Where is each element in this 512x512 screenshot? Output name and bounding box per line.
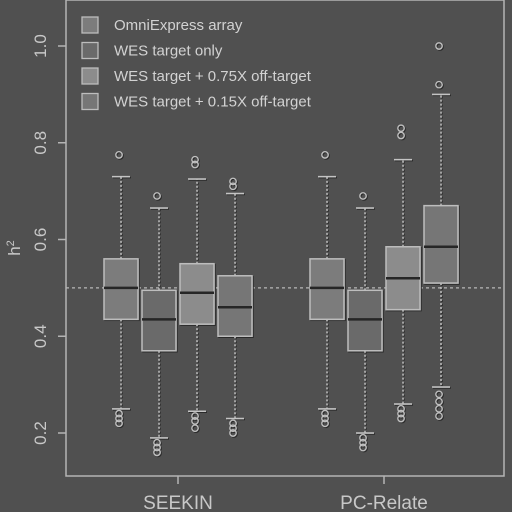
legend: OmniExpress array WES target only WES targ… (81, 16, 312, 111)
legend-swatch (81, 92, 99, 111)
y-tick-label: 0.4 (31, 324, 50, 348)
x-tick-label: SEEKIN (143, 493, 213, 512)
outlier-point (153, 192, 161, 200)
legend-swatch (81, 41, 99, 60)
box-iqr (423, 204, 459, 284)
y-axis-label: h2 (5, 240, 24, 256)
outlier-point (321, 150, 329, 159)
outlier-point (229, 424, 237, 433)
plot-area (65, 0, 505, 477)
y-tick-label: 0.2 (31, 421, 50, 445)
outlier-point (397, 409, 405, 418)
outlier-point (359, 443, 367, 452)
outlier-point (435, 412, 443, 420)
outlier-point (115, 414, 123, 423)
outlier-point (359, 433, 367, 442)
outlier-point (397, 414, 405, 423)
outlier-point (229, 182, 237, 191)
outlier-point (435, 397, 443, 406)
outlier-point (115, 150, 123, 159)
box-group (103, 42, 459, 457)
outlier-point (153, 443, 161, 452)
outlier-point (229, 177, 237, 186)
box-pc-relate-1 (347, 192, 383, 452)
outlier-point (191, 155, 199, 164)
outlier-point (397, 404, 405, 413)
box-pc-relate-2 (385, 124, 421, 423)
y-tick-label: 0.8 (31, 131, 50, 155)
box-seekin-1 (141, 192, 177, 457)
legend-label: WES target only (114, 43, 223, 60)
legend-label: WES target + 0.75X off-target (114, 68, 312, 85)
legend-swatch (81, 16, 99, 34)
legend-swatch (81, 67, 99, 85)
outlier-point (435, 80, 443, 89)
legend-label: OmniExpress array (114, 17, 243, 34)
outlier-point (321, 419, 329, 428)
outlier-point (115, 419, 123, 428)
x-axis: SEEKIN PC-Relate (143, 476, 428, 512)
outlier-point (229, 429, 237, 437)
y-tick-label: 0.6 (31, 228, 50, 252)
outlier-point (359, 438, 367, 447)
x-tick-label: PC-Relate (340, 493, 428, 512)
box-seekin-2 (179, 155, 215, 433)
box-pc-relate-3 (423, 42, 459, 420)
y-axis-label-superscript: 2 (5, 240, 17, 246)
outlier-point (397, 131, 405, 140)
outlier-point (435, 390, 443, 399)
outlier-point (321, 409, 329, 418)
legend-label: WES target + 0.15X off-target (114, 94, 312, 111)
y-axis-label-main: h (5, 246, 24, 255)
outlier-point (153, 448, 161, 457)
outlier-point (191, 160, 199, 169)
y-tick-label: 1.0 (31, 34, 50, 58)
outlier-point (229, 419, 237, 428)
box-seekin-0 (103, 150, 139, 428)
outlier-point (435, 42, 443, 50)
outlier-point (153, 438, 161, 447)
outlier-point (397, 124, 405, 133)
box-pc-relate-0 (309, 150, 345, 428)
outlier-point (359, 192, 367, 200)
outlier-point (321, 414, 329, 423)
outlier-point (115, 409, 123, 418)
y-axis: 0.2 0.4 0.6 0.8 1.0 (31, 34, 66, 445)
box-seekin-3 (217, 177, 253, 437)
outlier-point (191, 412, 199, 420)
outlier-point (435, 404, 443, 413)
outlier-point (191, 424, 199, 433)
outlier-point (191, 417, 199, 425)
